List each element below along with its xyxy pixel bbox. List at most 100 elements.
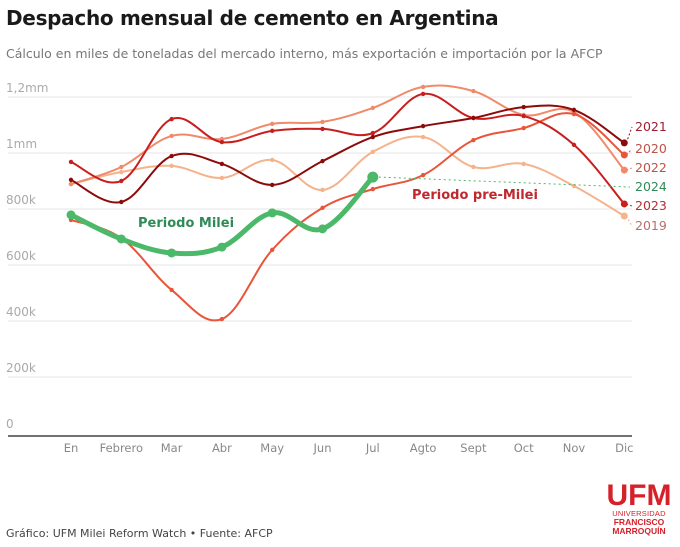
data-point-2024 <box>167 248 177 258</box>
data-point-2023 <box>68 159 74 165</box>
data-point-2021 <box>270 182 275 188</box>
data-point-2024 <box>66 210 76 220</box>
data-point-2020 <box>370 186 375 192</box>
data-point-2022 <box>119 164 124 170</box>
logo-ufm: UFM <box>606 479 672 512</box>
legend-label-2022: 2022 <box>635 160 667 175</box>
data-point-2021 <box>169 153 174 159</box>
data-point-2019 <box>370 149 375 155</box>
data-point-2019 <box>219 175 225 181</box>
data-point-2022 <box>270 121 275 127</box>
data-point-2024 <box>318 224 327 234</box>
data-point-2021 <box>370 134 375 140</box>
data-point-2023 <box>571 142 577 148</box>
chart-title: Despacho mensual de cemento en Argentina <box>6 6 499 30</box>
series-line-2021 <box>70 104 626 204</box>
data-point-2022 <box>219 136 225 142</box>
y-tick-label: 1mm <box>6 137 37 151</box>
x-tick-label: Febrero <box>100 441 143 455</box>
y-tick-label: 400k <box>6 305 36 319</box>
series-line-2019 <box>70 135 626 217</box>
data-point-2023 <box>270 128 275 134</box>
legend-label-2020: 2020 <box>635 141 667 156</box>
data-point-2019 <box>169 163 174 169</box>
series-lines <box>68 84 626 322</box>
data-point-2019 <box>420 134 426 140</box>
data-point-2024 <box>217 242 227 252</box>
data-point-2021 <box>471 115 476 121</box>
data-point-2020 <box>420 172 426 178</box>
data-point-2023 <box>620 200 628 208</box>
data-point-2024 <box>267 208 277 218</box>
x-tick-label: May <box>260 441 284 455</box>
data-point-2019 <box>521 161 526 167</box>
chart-subtitle: Cálculo en miles de toneladas del mercad… <box>6 46 603 61</box>
data-point-2023 <box>420 91 426 97</box>
series-line-2020 <box>70 112 626 322</box>
gridlines <box>8 96 632 437</box>
data-point-2021 <box>521 104 526 110</box>
y-tick-label: 0 <box>6 417 14 431</box>
data-point-2019 <box>270 157 275 163</box>
data-point-2023 <box>219 139 225 145</box>
data-point-2021 <box>571 107 577 113</box>
source-credit: Gráfico: UFM Milei Reform Watch • Fuente… <box>6 527 273 540</box>
annotation-periodo-pre-milei: Periodo pre-Milei <box>412 188 538 203</box>
annotations: Periodo Milei Periodo pre-Milei <box>138 188 538 231</box>
y-axis-ticks: 0 200k 400k 600k 800k 1mm 1,2mm <box>6 81 48 431</box>
data-point-2021 <box>68 177 74 183</box>
series-line-2023 <box>70 92 626 205</box>
ufm-logo: UFM UNIVERSIDAD FRANCISCO MARROQUÍN <box>603 479 675 536</box>
annotation-periodo-milei: Periodo Milei <box>138 216 234 231</box>
x-tick-label: Sept <box>460 441 487 455</box>
legend-label-2021: 2021 <box>635 119 667 134</box>
data-point-2020 <box>270 247 275 253</box>
y-tick-label: 600k <box>6 249 36 263</box>
data-point-2020 <box>219 316 225 322</box>
data-point-2019 <box>320 187 325 193</box>
legend-leader-2019 <box>625 215 633 227</box>
data-point-2023 <box>119 178 124 184</box>
x-tick-label: En <box>64 441 79 455</box>
x-tick-label: Agto <box>410 441 437 455</box>
data-point-2022 <box>370 105 375 111</box>
data-point-2022 <box>68 181 74 187</box>
data-point-2022 <box>169 133 174 139</box>
logo-line2: FRANCISCO <box>613 517 665 527</box>
data-point-2023 <box>320 126 325 132</box>
legend-label-2024: 2024 <box>635 179 667 194</box>
legend-leader-2023 <box>626 203 633 207</box>
data-point-2020 <box>521 125 526 131</box>
legend-leader-2024 <box>378 176 631 188</box>
x-tick-label: Mar <box>161 441 183 455</box>
data-point-2021 <box>320 158 325 164</box>
y-tick-label: 800k <box>6 193 36 207</box>
data-point-2023 <box>370 130 375 136</box>
data-point-2022 <box>471 88 476 94</box>
x-tick-label: Jul <box>365 441 380 455</box>
data-point-2022 <box>620 166 628 174</box>
legend-leader-2021 <box>625 126 633 144</box>
y-tick-label: 200k <box>6 361 36 375</box>
data-point-2021 <box>219 161 225 167</box>
y-tick-label: 1,2mm <box>6 81 48 95</box>
data-point-2020 <box>320 205 325 211</box>
legend-label-2023: 2023 <box>635 198 667 213</box>
data-point-2020 <box>169 287 174 293</box>
logo-line1: UNIVERSIDAD <box>612 509 666 518</box>
data-point-2023 <box>521 113 526 119</box>
data-point-2020 <box>620 151 628 159</box>
x-tick-label: Jun <box>313 441 332 455</box>
x-tick-label: Dic <box>615 441 633 455</box>
data-point-2019 <box>620 212 628 220</box>
x-tick-label: Abr <box>212 441 232 455</box>
data-point-2020 <box>471 137 476 143</box>
data-point-2021 <box>620 139 628 147</box>
series-points <box>66 84 628 322</box>
legend-leader-2022 <box>626 167 633 171</box>
data-point-2019 <box>119 169 124 175</box>
x-tick-label: Nov <box>563 441 586 455</box>
legend-label-2019: 2019 <box>635 218 667 233</box>
legend: 2021 2020 2022 2024 2023 2019 <box>378 119 667 233</box>
